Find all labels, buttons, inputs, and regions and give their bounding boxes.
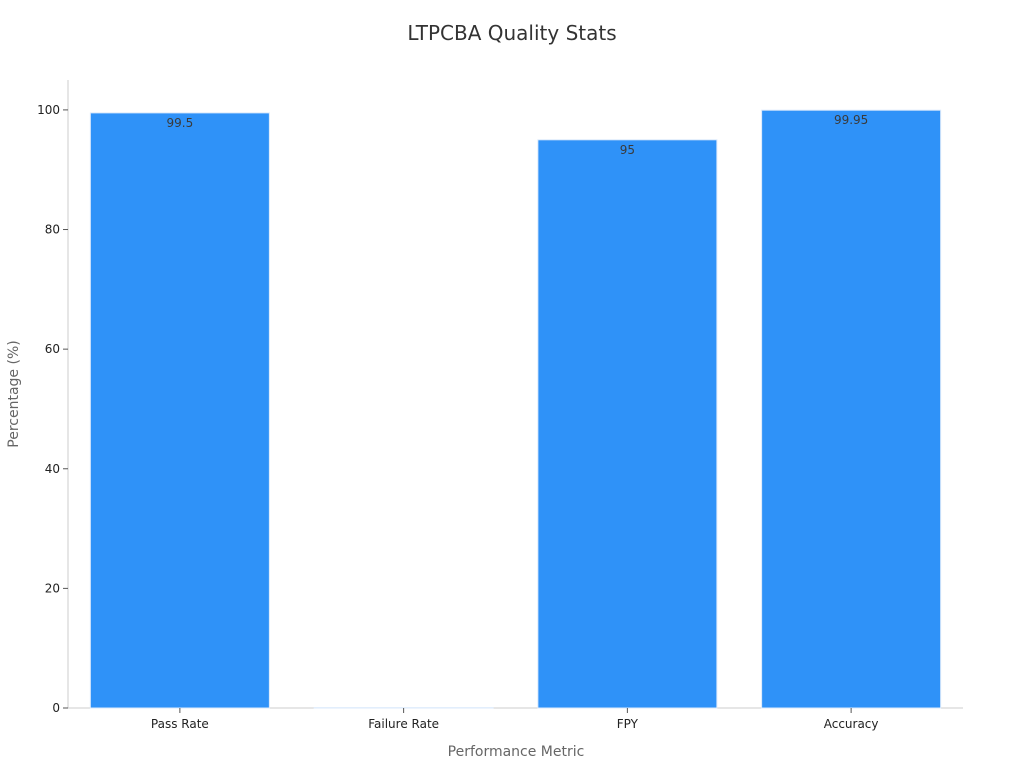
bar <box>538 140 717 708</box>
plot-area: 0 20 40 60 80 100 99.5 95 99.95 Pass Rate Failur… <box>37 80 963 731</box>
x-axis-title: Performance Metric <box>448 744 585 760</box>
bar-value-label: 95 <box>620 143 635 157</box>
y-tick-label: 20 <box>45 581 60 595</box>
y-tick-label: 0 <box>52 701 60 715</box>
bars: 99.5 95 99.95 <box>90 110 940 708</box>
bar-value-label: 99.95 <box>834 113 868 127</box>
x-tick-label: Accuracy <box>824 717 879 731</box>
bar <box>90 113 269 708</box>
chart-title: LTPCBA Quality Stats <box>407 21 616 45</box>
x-axis-ticks: Pass Rate Failure Rate FPY Accuracy <box>151 708 879 731</box>
y-axis-title: Percentage (%) <box>6 340 22 447</box>
bar <box>762 110 941 708</box>
y-tick-label: 60 <box>45 342 60 356</box>
x-tick-label: Pass Rate <box>151 717 209 731</box>
x-tick-label: FPY <box>617 717 639 731</box>
y-tick-label: 40 <box>45 462 60 476</box>
x-tick-label: Failure Rate <box>368 717 439 731</box>
y-tick-label: 100 <box>37 103 60 117</box>
y-tick-label: 80 <box>45 223 60 237</box>
bar-value-label: 99.5 <box>167 116 194 130</box>
y-axis-ticks: 0 20 40 60 80 100 <box>37 103 68 715</box>
